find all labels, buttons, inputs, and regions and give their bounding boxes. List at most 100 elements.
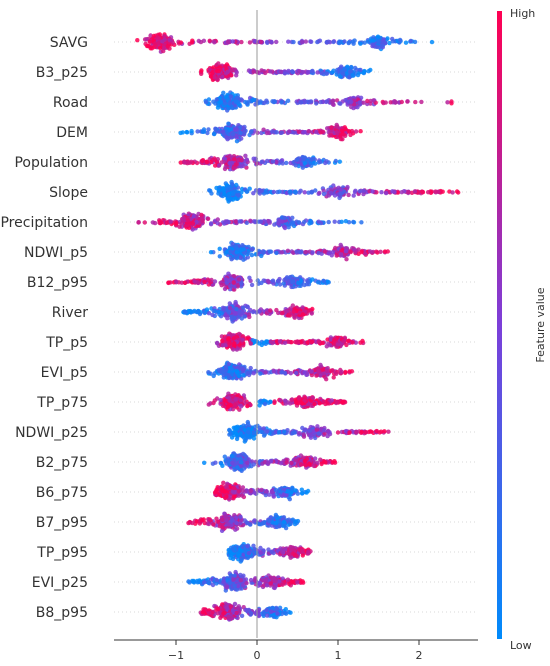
- shap-point: [227, 278, 232, 283]
- shap-point: [228, 431, 233, 436]
- shap-point: [309, 339, 314, 345]
- shap-point: [204, 307, 210, 312]
- shap-point: [220, 74, 225, 80]
- shap-point: [310, 68, 315, 74]
- shap-point: [370, 189, 375, 194]
- shap-point: [316, 219, 321, 224]
- shap-point: [265, 278, 271, 284]
- shap-point: [229, 366, 234, 371]
- shap-point: [302, 427, 308, 432]
- shap-point: [315, 424, 320, 429]
- shap-point: [248, 129, 254, 135]
- shap-point: [238, 398, 244, 403]
- shap-point: [144, 37, 149, 42]
- shap-point: [223, 164, 228, 169]
- shap-point: [348, 249, 353, 255]
- shap-point: [347, 69, 353, 74]
- shap-point: [282, 71, 288, 76]
- shap-point: [321, 278, 326, 284]
- shap-point: [323, 160, 328, 166]
- shap-point: [238, 366, 244, 371]
- shap-point: [310, 250, 315, 255]
- shap-point: [230, 105, 235, 111]
- shap-point: [337, 40, 342, 46]
- shap-point: [296, 396, 302, 401]
- shap-point: [261, 340, 267, 346]
- shap-point: [273, 130, 278, 135]
- shap-point: [181, 215, 186, 221]
- shap-point: [240, 310, 245, 315]
- shap-point: [211, 308, 216, 314]
- shap-point: [219, 283, 224, 288]
- shap-point: [339, 64, 344, 69]
- shap-point: [361, 188, 367, 193]
- shap-point: [228, 187, 234, 192]
- shap-point: [338, 191, 343, 196]
- shap-point: [429, 39, 435, 45]
- shap-point: [361, 100, 366, 105]
- shap-point: [295, 157, 300, 162]
- shap-point: [301, 157, 306, 162]
- shap-point: [340, 128, 345, 133]
- shap-point: [234, 334, 239, 340]
- shap-point: [234, 70, 239, 75]
- shap-point: [148, 46, 153, 51]
- shap-point: [352, 102, 357, 107]
- feature-label: B2_p75: [36, 455, 88, 471]
- shap-point: [238, 255, 243, 260]
- shap-point: [368, 101, 373, 106]
- shap-point: [156, 40, 162, 46]
- shap-point: [367, 249, 373, 254]
- shap-point: [362, 68, 367, 74]
- shap-point: [251, 97, 257, 103]
- shap-point: [315, 70, 320, 75]
- shap-point: [255, 70, 260, 75]
- shap-point: [282, 340, 288, 345]
- shap-point: [247, 275, 252, 280]
- shap-point: [247, 40, 253, 45]
- shap-point: [217, 95, 223, 101]
- shap-point: [339, 68, 344, 73]
- shap-point: [234, 127, 239, 132]
- shap-point: [221, 90, 226, 96]
- shap-point: [397, 37, 403, 43]
- shap-point: [333, 245, 338, 251]
- shap-point: [278, 398, 283, 403]
- shap-point: [419, 99, 424, 105]
- shap-point: [258, 371, 263, 376]
- shap-point: [333, 158, 338, 164]
- shap-point: [226, 309, 232, 315]
- shap-point: [383, 190, 389, 196]
- shap-point: [261, 127, 266, 132]
- shap-point: [363, 430, 368, 435]
- shap-point: [354, 429, 359, 435]
- shap-point: [390, 39, 396, 44]
- shap-point: [346, 40, 351, 46]
- shap-point: [433, 189, 438, 194]
- shap-point: [211, 373, 216, 379]
- shap-point: [224, 372, 229, 377]
- shap-point: [259, 280, 264, 286]
- shap-point: [205, 130, 210, 136]
- shap-point: [342, 39, 347, 44]
- shap-point: [263, 70, 268, 76]
- shap-point: [223, 343, 228, 348]
- shap-point: [296, 280, 301, 286]
- shap-point: [330, 250, 336, 255]
- shap-point: [215, 217, 220, 222]
- shap-point: [221, 186, 226, 191]
- shap-point: [320, 129, 326, 134]
- shap-point: [313, 188, 318, 193]
- shap-point: [306, 129, 311, 134]
- shap-point: [257, 309, 262, 314]
- shap-point: [183, 310, 188, 315]
- shap-point: [258, 219, 263, 224]
- shap-point: [257, 341, 262, 346]
- shap-point: [230, 39, 235, 44]
- shap-point: [353, 188, 358, 193]
- shap-point: [204, 160, 210, 165]
- shap-point: [248, 341, 253, 346]
- shap-point: [142, 220, 147, 225]
- shap-point: [279, 130, 284, 135]
